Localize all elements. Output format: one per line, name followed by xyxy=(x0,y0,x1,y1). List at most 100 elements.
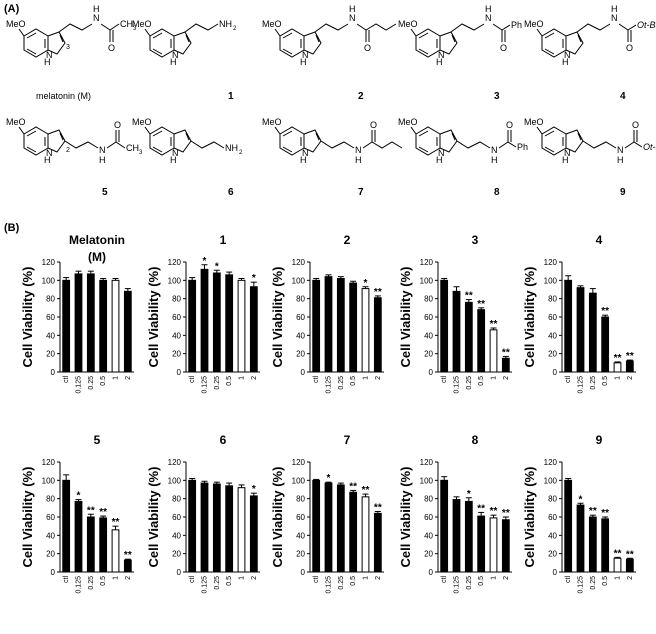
bar-1 xyxy=(111,529,120,573)
significance-mark: ** xyxy=(589,506,597,517)
bond xyxy=(185,132,190,141)
bond xyxy=(315,132,320,141)
x-tick-label: 0.5 xyxy=(602,576,609,586)
x-tick-label: 1 xyxy=(113,376,120,380)
y-tick-label: 100 xyxy=(42,276,56,285)
amide-n-label: N xyxy=(485,13,492,23)
x-tick-label: 2 xyxy=(375,376,382,380)
y-axis-label: Cell Viability (%) xyxy=(522,267,537,368)
methoxy-label: MeO xyxy=(398,19,418,29)
y-tick-label: 100 xyxy=(168,476,182,485)
x-tick-label: ctl xyxy=(441,576,448,583)
bond xyxy=(544,130,555,137)
amide-n-label: N xyxy=(355,145,362,155)
y-axis-label: Cell Viability (%) xyxy=(20,267,35,368)
bond xyxy=(26,32,37,39)
carbonyl-o-label: O xyxy=(364,43,371,53)
x-tick-label: 0.125 xyxy=(76,576,83,594)
methoxy-label: MeO xyxy=(6,117,26,127)
bar-ctl xyxy=(188,279,197,373)
bar-0.125 xyxy=(200,482,209,573)
bond xyxy=(577,34,582,43)
carbonyl-o-label: O xyxy=(108,43,115,53)
bar-0.125 xyxy=(200,268,209,373)
structure-1: MeO HN NH 2 xyxy=(132,19,237,67)
bar-ctl xyxy=(62,479,71,573)
x-tick-label: 0.5 xyxy=(100,376,107,386)
bar-0.125 xyxy=(74,273,83,373)
bond xyxy=(109,23,120,31)
bond xyxy=(451,34,456,43)
bond xyxy=(456,140,491,149)
chart-title: 6 xyxy=(220,433,227,447)
y-tick-label: 20 xyxy=(172,350,181,359)
x-tick-label: 0.5 xyxy=(226,376,233,386)
y-tick-label: 100 xyxy=(292,476,306,485)
significance-mark: * xyxy=(579,494,583,505)
significance-mark: * xyxy=(77,491,81,502)
position-2-label: 2 xyxy=(66,147,70,154)
bond xyxy=(315,34,320,43)
y-tick-label: 60 xyxy=(424,313,433,322)
significance-mark: ** xyxy=(490,319,498,330)
carbonyl-o-label: O xyxy=(370,120,377,130)
x-tick-label: ctl xyxy=(565,376,572,383)
significance-mark: ** xyxy=(626,549,634,560)
y-tick-label: 60 xyxy=(172,513,181,522)
y-tick-label: 60 xyxy=(548,513,557,522)
bond xyxy=(26,130,37,137)
y-tick-label: 80 xyxy=(46,295,55,304)
x-tick-label: 0.25 xyxy=(214,576,221,590)
bar-0.125 xyxy=(324,276,333,373)
x-tick-label: 0.125 xyxy=(578,576,585,594)
amide-h-label: H xyxy=(611,4,618,14)
amide-h-label: H xyxy=(355,155,362,165)
indole-n-label: N xyxy=(46,50,53,60)
bar-0.25 xyxy=(212,483,221,573)
bond xyxy=(190,140,225,149)
amide-n-label: N xyxy=(611,13,618,23)
chart-title: 8 xyxy=(472,433,479,447)
y-tick-label: 80 xyxy=(548,295,557,304)
carbonyl-o-label: O xyxy=(500,43,507,53)
structure-caption-6: 6 xyxy=(228,187,234,198)
bond xyxy=(544,146,555,153)
indole-h-label: H xyxy=(562,57,569,67)
bond xyxy=(418,146,429,153)
x-tick-label: 0.25 xyxy=(88,576,95,590)
structure-6: MeO HN NH 2 xyxy=(132,117,243,165)
y-tick-label: 120 xyxy=(168,458,182,467)
bond xyxy=(536,28,543,37)
amide-h-label: H xyxy=(99,155,106,165)
indole-h-label: H xyxy=(170,57,177,67)
chart-6: 5 0 20 40 60 80 100 120 Cell Viability (%) ctl * 0.… xyxy=(20,433,134,594)
x-tick-label: 0.125 xyxy=(326,576,333,594)
y-tick-label: 40 xyxy=(548,531,557,540)
x-tick-label: 0.125 xyxy=(202,576,209,594)
y-axis-label: Cell Viability (%) xyxy=(522,467,537,568)
bar-0.125 xyxy=(576,504,585,573)
bar-ctl xyxy=(440,479,449,573)
y-tick-label: 40 xyxy=(548,331,557,340)
bond xyxy=(274,28,281,37)
y-tick-label: 100 xyxy=(168,276,182,285)
bond xyxy=(58,23,93,33)
y-tick-label: 40 xyxy=(424,331,433,340)
y-tick-label: 40 xyxy=(424,531,433,540)
x-tick-label: 0.125 xyxy=(454,376,461,394)
x-tick-label: ctl xyxy=(565,576,572,583)
bar-ctl xyxy=(440,279,449,373)
y-tick-label: 60 xyxy=(548,313,557,322)
y-tick-label: 20 xyxy=(424,350,433,359)
methoxy-label: MeO xyxy=(6,19,26,29)
significance-mark: ** xyxy=(477,299,485,310)
carbonyl-o-label: O xyxy=(626,43,633,53)
bar-1 xyxy=(613,362,622,373)
indole-h-label: H xyxy=(436,57,443,67)
bond xyxy=(144,28,151,37)
bond xyxy=(418,32,429,39)
